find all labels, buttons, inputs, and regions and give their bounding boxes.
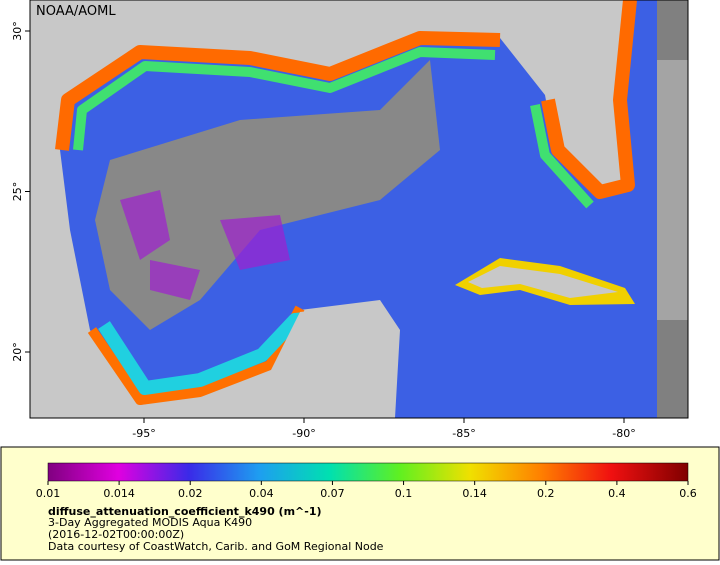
lon-label: -80° (612, 427, 635, 440)
colorbar-label: 0.07 (320, 487, 345, 500)
colorbar-label: 0.2 (537, 487, 555, 500)
yucatan (180, 303, 398, 418)
colorbar (47, 462, 689, 482)
lat-label: 25° (11, 182, 24, 202)
colorbar-label: 0.014 (103, 487, 135, 500)
colorbar-label: 0.02 (178, 487, 203, 500)
cuba (468, 266, 618, 298)
colorbar-label: 0.4 (608, 487, 626, 500)
colorbar-label: 0.6 (679, 487, 697, 500)
coastal-band-inner (73, 47, 594, 209)
lon-label: -85° (452, 427, 475, 440)
credit-box (30, 0, 125, 20)
lon-label: -90° (292, 427, 315, 440)
axes: -95° -90° -85° -80° 20° 25° 30° (11, 21, 636, 440)
map-frame (29, 0, 689, 419)
bahamas-land (657, 60, 688, 320)
lat-label: 20° (11, 342, 24, 362)
map (30, 0, 688, 418)
map-credit: NOAA/AOML (36, 4, 116, 19)
lon-label: -95° (132, 427, 155, 440)
legend-title: diffuse_attenuation_coefficient_k490 (m^… (48, 505, 322, 518)
colorbar-label: 0.04 (249, 487, 274, 500)
colorbar-label: 0.01 (36, 487, 61, 500)
gulf-water (60, 0, 657, 418)
coastal-band-outer (55, 0, 637, 199)
lat-label: 30° (11, 21, 24, 41)
purple-patch (120, 190, 290, 300)
colorbar-label: 0.1 (395, 487, 413, 500)
colorbar-label: 0.14 (462, 487, 487, 500)
legend: 0.01 0.014 0.02 0.04 0.07 0.1 0.14 0.2 0.4 0.6 (36, 481, 697, 500)
legend-line: 3-Day Aggregated MODIS Aqua K490 (48, 516, 252, 529)
no-data-center (95, 60, 440, 330)
legend-line: (2016-12-02T00:00:00Z) (48, 528, 184, 541)
legend-line: Data courtesy of CoastWatch, Carib. and … (48, 540, 384, 553)
